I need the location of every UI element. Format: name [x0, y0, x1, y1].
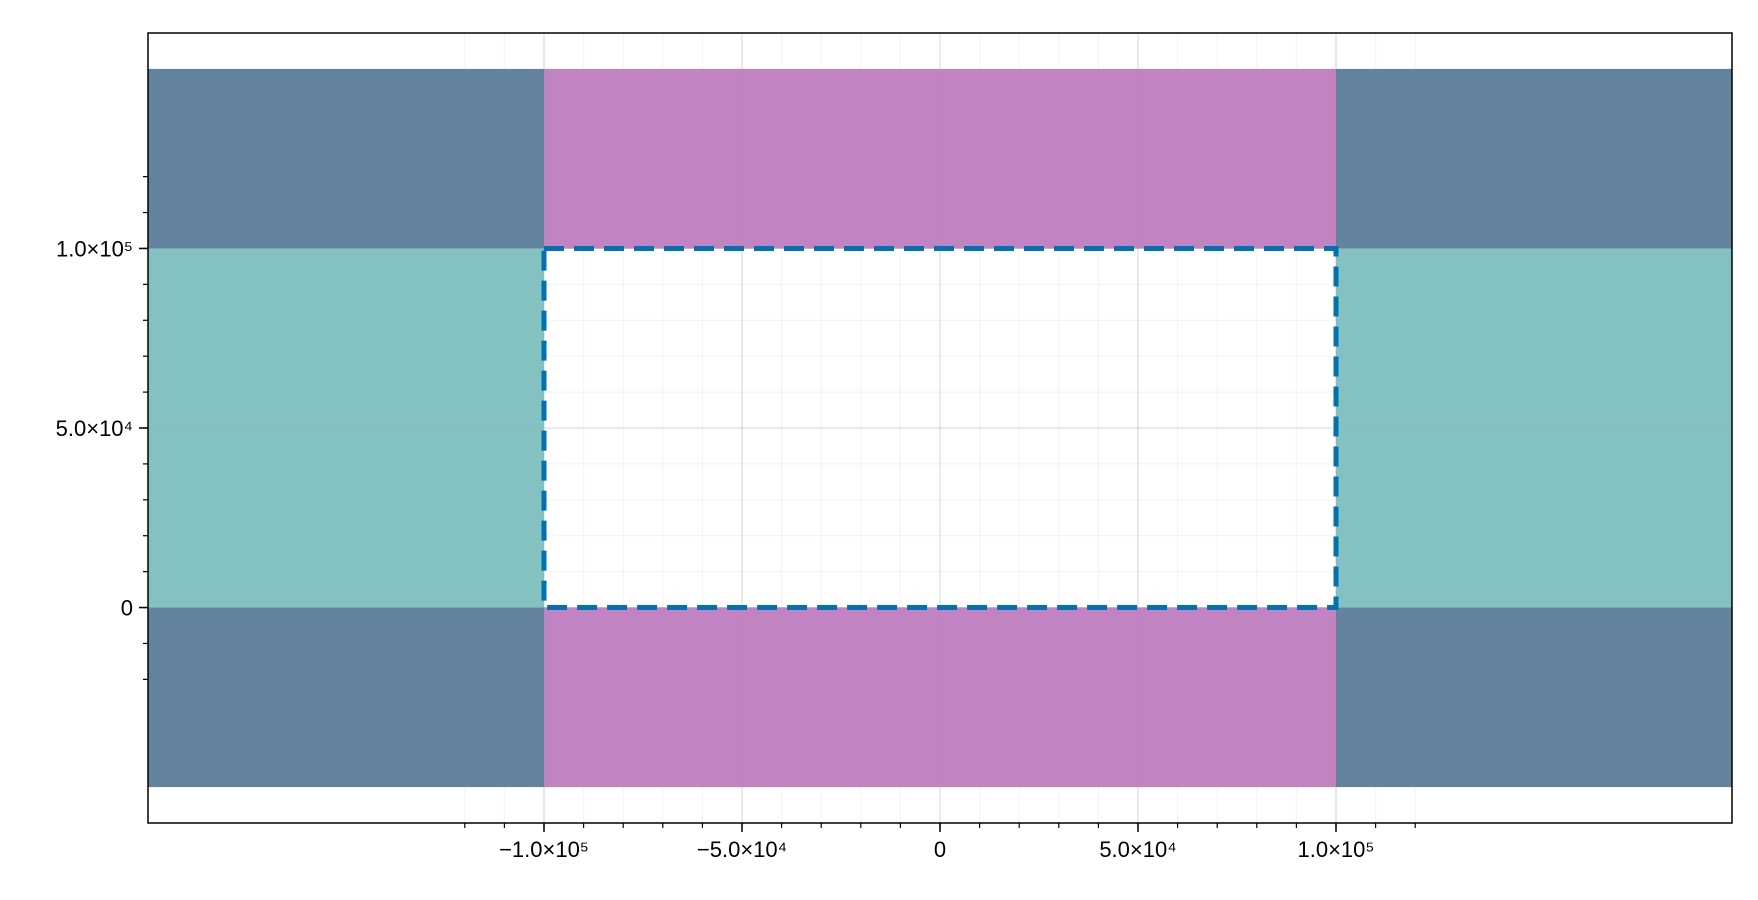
x-tick-label: 5.0×10⁴: [1099, 837, 1176, 862]
y-tick-label: 1.0×10⁵: [56, 236, 133, 261]
y-tick-label: 5.0×10⁴: [56, 416, 133, 441]
y-tick-label: 0: [121, 596, 133, 621]
x-tick-label: −5.0×10⁴: [697, 837, 787, 862]
region-band-top: [544, 68, 1336, 249]
x-tick-label: 0: [934, 837, 946, 862]
x-tick-label: −1.0×10⁵: [499, 837, 589, 862]
outline: [541, 245, 1339, 611]
regions: [148, 68, 1732, 788]
ticks: −1.0×10⁵ −5.0×10⁴ 0 5.0×10⁴ 1.0×10⁵ 0 5.0×10⁴ 1…: [56, 176, 1416, 862]
region-corner-bottom-left: [148, 607, 544, 788]
x-tick-label: 1.0×10⁵: [1297, 837, 1374, 862]
region-band-left: [148, 248, 544, 608]
region-band-right: [1336, 248, 1732, 608]
dashed-outline: [541, 245, 1339, 611]
region-corner-top-right: [1336, 68, 1732, 249]
region-band-bottom: [544, 607, 1336, 788]
region-corner-bottom-right: [1336, 607, 1732, 788]
region-corner-top-left: [148, 68, 544, 249]
